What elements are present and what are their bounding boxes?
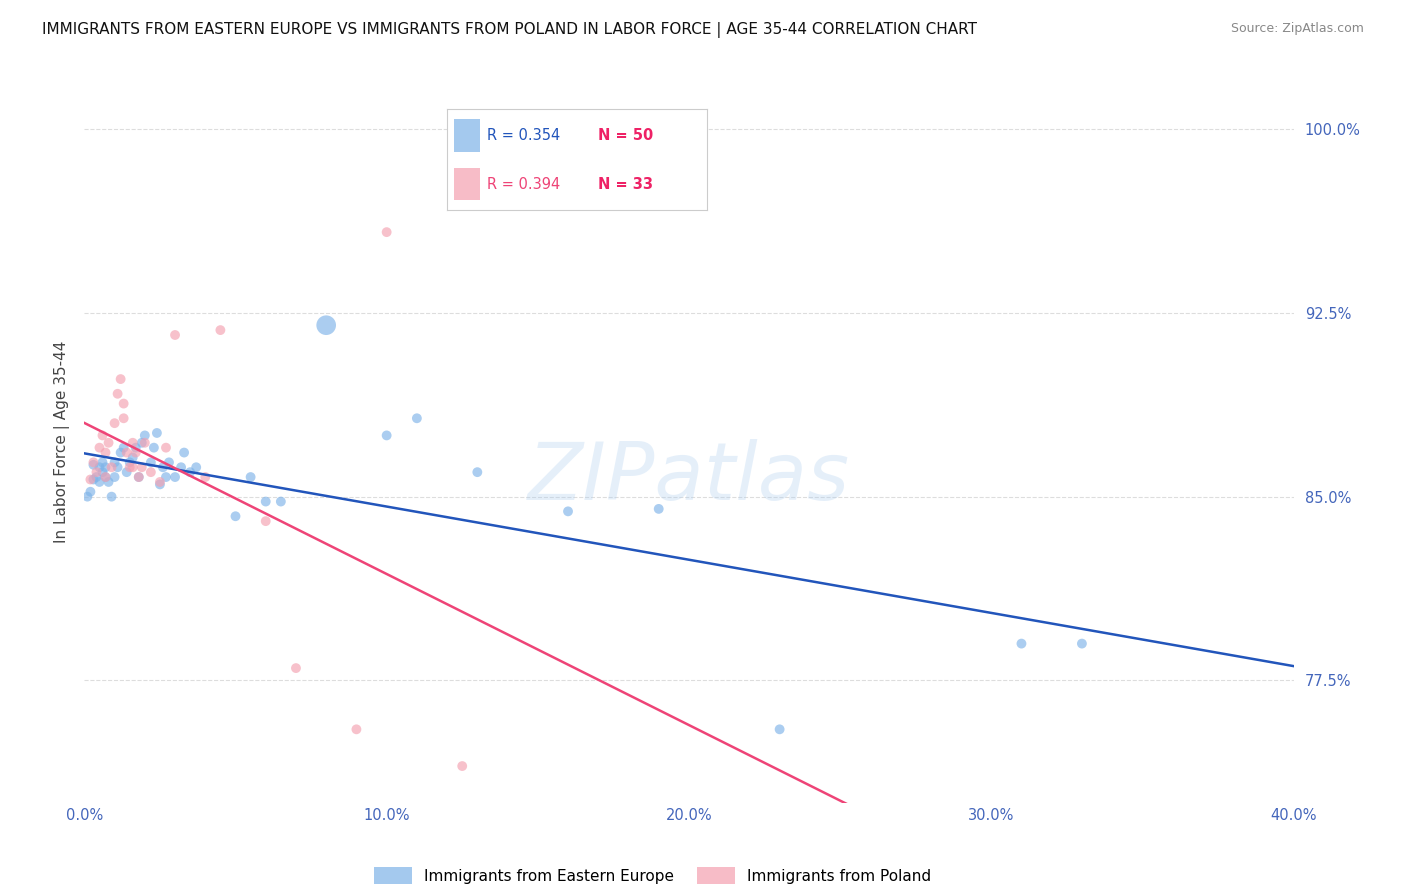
Point (315, 318, 337, 333)
Point (285, 661, 308, 675)
Point (186, 460, 208, 475)
Point (115, 465, 138, 479)
Point (451, 759, 474, 773)
Legend: Immigrants from Eastern Europe, Immigrants from Poland: Immigrants from Eastern Europe, Immigran… (367, 861, 938, 890)
Point (128, 470, 150, 484)
Point (346, 723, 368, 737)
Point (142, 441, 165, 455)
Point (89, 460, 111, 475)
Text: ZIPatlas: ZIPatlas (527, 439, 851, 516)
Point (91, 428, 114, 442)
Point (467, 465, 489, 479)
Point (139, 465, 162, 479)
Text: Source: ZipAtlas.com: Source: ZipAtlas.com (1230, 22, 1364, 36)
Point (194, 470, 217, 484)
Point (82, 458, 104, 472)
Point (112, 396, 135, 410)
Point (254, 514, 277, 528)
Point (131, 460, 153, 475)
Point (115, 445, 138, 459)
Point (121, 460, 143, 475)
Point (104, 470, 127, 484)
Point (110, 372, 132, 386)
Point (89, 441, 111, 455)
Point (91, 465, 114, 479)
Point (173, 445, 195, 459)
Point (254, 494, 277, 508)
Point (165, 470, 187, 484)
Point (155, 470, 177, 484)
Point (131, 435, 153, 450)
Point (79, 473, 101, 487)
Point (157, 455, 180, 469)
Point (225, 509, 247, 524)
Point (134, 428, 156, 442)
Point (146, 425, 169, 440)
Point (155, 441, 177, 455)
Point (112, 441, 135, 455)
Point (86, 470, 108, 484)
Point (94, 470, 117, 484)
Point (149, 475, 172, 489)
Point (110, 445, 132, 459)
Point (112, 411, 135, 425)
Point (1071, 637, 1094, 651)
Point (375, 225, 398, 239)
Point (82, 455, 104, 469)
Point (152, 460, 174, 475)
Point (91, 455, 114, 469)
Point (104, 416, 127, 430)
Point (239, 470, 262, 484)
Point (149, 477, 172, 491)
Point (94, 460, 117, 475)
Point (270, 494, 292, 508)
Point (121, 450, 143, 465)
Point (82, 473, 104, 487)
Point (97, 435, 120, 450)
Point (139, 455, 162, 469)
Point (107, 460, 129, 475)
Point (406, 411, 429, 425)
Text: IMMIGRANTS FROM EASTERN EUROPE VS IMMIGRANTS FROM POLAND IN LABOR FORCE | AGE 35: IMMIGRANTS FROM EASTERN EUROPE VS IMMIGR… (42, 22, 977, 38)
Point (76, 490, 98, 504)
Point (118, 455, 141, 469)
Point (94, 445, 117, 459)
Point (375, 428, 398, 442)
Point (125, 445, 148, 459)
Point (100, 490, 122, 504)
Point (170, 460, 193, 475)
Y-axis label: In Labor Force | Age 35-44: In Labor Force | Age 35-44 (55, 341, 70, 542)
Point (107, 386, 129, 401)
Point (97, 475, 120, 489)
Point (209, 323, 232, 337)
Point (165, 328, 187, 343)
Point (86, 465, 108, 479)
Point (134, 435, 156, 450)
Point (648, 502, 671, 516)
Point (104, 455, 127, 469)
Point (125, 441, 148, 455)
Point (89, 475, 111, 489)
Point (128, 470, 150, 484)
Point (557, 504, 579, 518)
Point (769, 723, 792, 737)
Point (1011, 637, 1033, 651)
Point (118, 460, 141, 475)
Point (121, 435, 143, 450)
Point (179, 465, 201, 479)
Point (100, 460, 122, 475)
Point (94, 470, 117, 484)
Point (79, 484, 101, 499)
